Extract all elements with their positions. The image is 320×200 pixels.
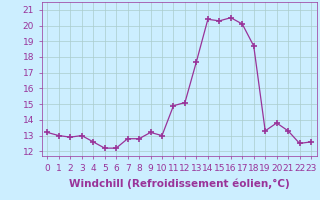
X-axis label: Windchill (Refroidissement éolien,°C): Windchill (Refroidissement éolien,°C) (69, 178, 290, 189)
